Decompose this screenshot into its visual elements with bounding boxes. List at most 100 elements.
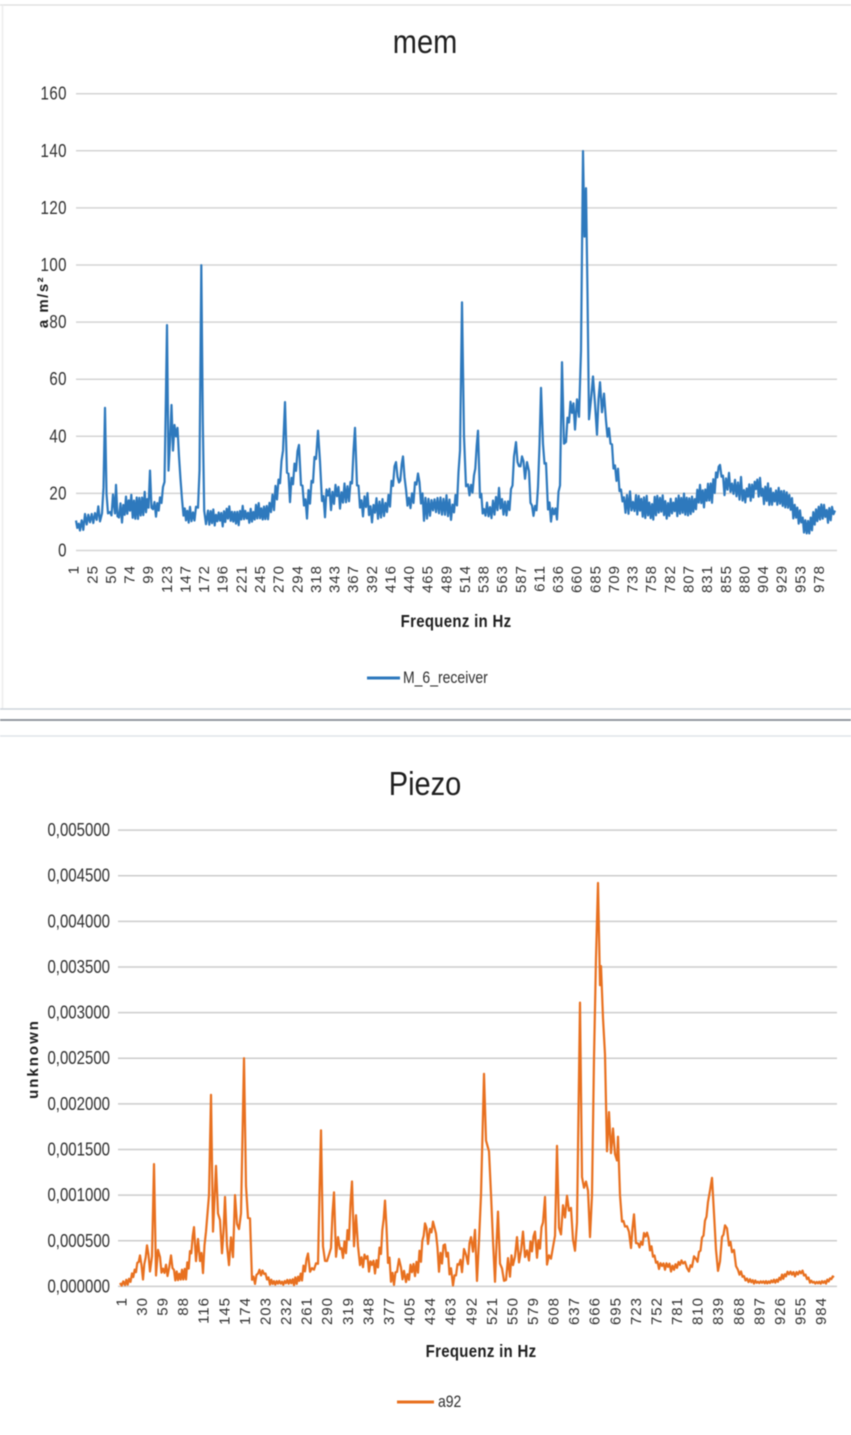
svg-text:a m/s²: a m/s² [35,276,52,328]
svg-text:587: 587 [513,565,530,593]
svg-text:521: 521 [484,1297,501,1325]
svg-text:174: 174 [237,1297,254,1325]
svg-text:434: 434 [422,1297,439,1325]
svg-text:685: 685 [587,565,604,593]
svg-text:80: 80 [49,312,67,333]
svg-text:695: 695 [607,1297,624,1325]
svg-text:377: 377 [381,1297,398,1325]
svg-text:955: 955 [793,1297,810,1325]
svg-text:M_6_receiver: M_6_receiver [403,669,488,687]
svg-text:752: 752 [649,1297,666,1325]
svg-text:514: 514 [457,565,474,593]
svg-text:608: 608 [546,1297,563,1325]
svg-text:0,002500: 0,002500 [47,1048,110,1069]
svg-text:0,001500: 0,001500 [47,1139,110,1160]
svg-text:855: 855 [718,565,735,593]
svg-text:660: 660 [569,565,586,593]
svg-text:868: 868 [731,1297,748,1325]
svg-text:0,004000: 0,004000 [47,911,110,932]
svg-text:147: 147 [178,565,195,593]
svg-text:637: 637 [566,1297,583,1325]
svg-text:563: 563 [494,565,511,593]
svg-text:0,004500: 0,004500 [47,865,110,886]
svg-text:723: 723 [628,1297,645,1325]
svg-text:782: 782 [662,565,679,593]
svg-text:839: 839 [710,1297,727,1325]
svg-text:926: 926 [772,1297,789,1325]
svg-text:145: 145 [216,1297,233,1325]
svg-text:Frequenz in Hz: Frequenz in Hz [401,611,512,632]
svg-text:a92: a92 [438,1393,461,1411]
svg-text:810: 810 [690,1297,707,1325]
svg-text:60: 60 [49,369,67,390]
svg-text:0,001000: 0,001000 [47,1185,110,1206]
svg-text:465: 465 [420,565,437,593]
svg-text:636: 636 [550,565,567,593]
svg-text:538: 538 [476,565,493,593]
svg-text:348: 348 [360,1297,377,1325]
svg-text:492: 492 [463,1297,480,1325]
svg-text:40: 40 [49,426,67,447]
svg-text:319: 319 [340,1297,357,1325]
svg-text:880: 880 [736,565,753,593]
svg-text:0,000000: 0,000000 [47,1276,110,1297]
svg-text:20: 20 [49,483,67,504]
svg-text:0,003000: 0,003000 [47,1002,110,1023]
svg-text:0,003500: 0,003500 [47,956,110,977]
svg-text:978: 978 [811,565,828,593]
svg-text:unknown: unknown [25,1019,42,1099]
svg-text:294: 294 [289,565,306,593]
svg-text:611: 611 [532,565,549,592]
svg-text:367: 367 [345,565,362,593]
svg-text:0,005000: 0,005000 [47,820,110,841]
svg-text:74: 74 [122,565,139,584]
svg-text:232: 232 [278,1297,295,1325]
svg-text:88: 88 [175,1297,192,1316]
svg-text:392: 392 [364,565,381,593]
svg-text:709: 709 [606,565,623,593]
svg-text:733: 733 [625,565,642,593]
svg-text:953: 953 [792,565,809,593]
svg-text:172: 172 [196,565,213,593]
svg-text:666: 666 [587,1297,604,1325]
svg-text:270: 270 [271,565,288,593]
svg-text:579: 579 [525,1297,542,1325]
svg-text:100: 100 [40,254,67,275]
svg-text:221: 221 [233,565,250,593]
svg-text:929: 929 [774,565,791,593]
svg-text:831: 831 [699,565,716,593]
svg-text:0,000500: 0,000500 [47,1230,110,1251]
svg-text:203: 203 [258,1297,275,1325]
svg-text:140: 140 [40,140,67,161]
svg-text:904: 904 [755,565,772,593]
svg-text:343: 343 [327,565,344,593]
svg-text:318: 318 [308,565,325,593]
svg-text:897: 897 [751,1297,768,1325]
svg-text:463: 463 [443,1297,460,1325]
svg-text:290: 290 [319,1297,336,1325]
svg-text:Frequenz in Hz: Frequenz in Hz [426,1341,537,1362]
svg-text:405: 405 [402,1297,419,1325]
svg-text:440: 440 [401,565,418,593]
svg-text:99: 99 [140,565,157,584]
svg-text:550: 550 [504,1297,521,1325]
svg-text:25: 25 [84,565,101,584]
svg-text:59: 59 [155,1297,172,1316]
svg-text:30: 30 [134,1297,151,1316]
svg-text:160: 160 [40,83,67,104]
svg-text:0,002000: 0,002000 [47,1093,110,1114]
svg-text:984: 984 [813,1297,830,1325]
svg-text:120: 120 [40,197,67,218]
svg-text:123: 123 [159,565,176,593]
svg-text:758: 758 [643,565,660,593]
svg-text:245: 245 [252,565,269,593]
svg-text:1: 1 [113,1297,130,1306]
svg-text:261: 261 [299,1297,316,1325]
svg-text:196: 196 [215,565,232,593]
svg-text:489: 489 [438,565,455,593]
svg-text:mem: mem [393,23,457,60]
svg-text:416: 416 [382,565,399,593]
svg-text:807: 807 [681,565,698,593]
svg-text:781: 781 [669,1297,686,1325]
svg-text:Piezo: Piezo [389,765,462,802]
